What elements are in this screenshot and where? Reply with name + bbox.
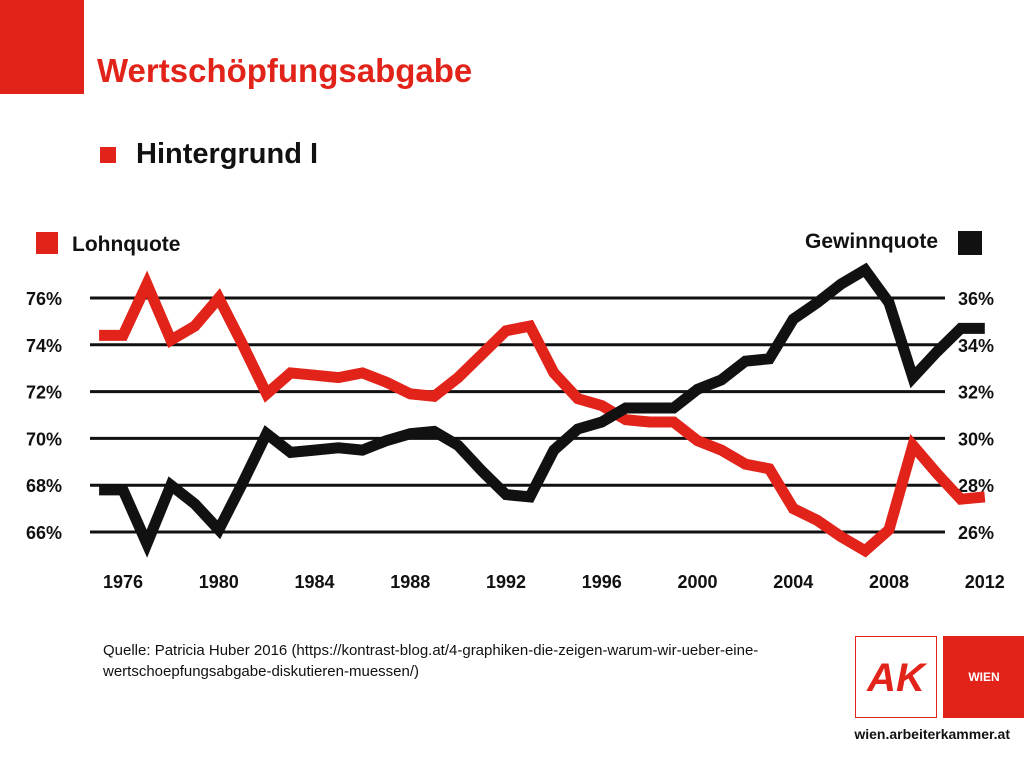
right-axis-tick-label: 34% xyxy=(958,336,994,356)
right-axis-tick-label: 26% xyxy=(958,523,994,543)
legend-lohnquote-label: Lohnquote xyxy=(72,233,180,256)
x-axis-tick-label: 1976 xyxy=(103,572,143,592)
slide-subtitle: Hintergrund I xyxy=(136,138,319,170)
bullet-square-icon xyxy=(100,146,116,163)
series-line-gewinnquote xyxy=(99,262,985,558)
subtitle-row: Hintergrund I xyxy=(100,138,318,171)
x-axis-tick-label: 2004 xyxy=(773,572,813,592)
series-line-lohnquote xyxy=(99,270,986,558)
left-axis-tick-label: 74% xyxy=(26,336,62,356)
x-axis-tick-label: 2008 xyxy=(869,572,909,592)
right-axis-tick-label: 28% xyxy=(958,476,994,496)
right-axis-tick-label: 32% xyxy=(958,383,994,403)
ak-logo-icon: AK xyxy=(866,657,928,697)
corner-accent-block xyxy=(0,0,84,94)
x-axis-tick-label: 2012 xyxy=(965,572,1005,592)
source-citation: Quelle: Patricia Huber 2016 (https://kon… xyxy=(103,642,759,680)
legend-gewinnquote-swatch xyxy=(958,231,982,255)
ak-logo-box: AK xyxy=(855,636,937,718)
x-axis-tick-label: 1984 xyxy=(294,572,334,592)
x-axis-tick-label: 1980 xyxy=(199,572,239,592)
x-axis-tick-label: 2000 xyxy=(677,572,717,592)
left-axis-tick-label: 72% xyxy=(26,383,62,403)
right-axis-tick-label: 30% xyxy=(958,429,994,449)
right-axis-tick-label: 36% xyxy=(958,289,994,309)
legend-gewinnquote-label: Gewinnquote xyxy=(805,230,938,253)
ak-wien-logo: AK WIEN xyxy=(855,636,1024,718)
x-axis-tick-label: 1992 xyxy=(486,572,526,592)
wage-profit-share-chart: Lohnquote Gewinnquote 66% 68% 70% 72% 74% 76%… xyxy=(26,230,1005,592)
left-axis-tick-label: 76% xyxy=(26,289,62,309)
x-axis-tick-label: 1988 xyxy=(390,572,430,592)
left-axis-tick-label: 68% xyxy=(26,476,62,496)
wien-logo-text: WIEN xyxy=(968,670,1000,684)
footer-url: wien.arbeiterkammer.at xyxy=(854,726,1010,742)
slide-title: Wertschöpfungsabgabe xyxy=(97,52,473,89)
wien-logo-box: WIEN xyxy=(943,636,1024,718)
left-axis-tick-label: 66% xyxy=(26,523,62,543)
left-axis-tick-label: 70% xyxy=(26,429,62,449)
ak-logo-text: AK xyxy=(866,657,928,697)
legend-lohnquote-swatch xyxy=(36,232,58,254)
x-axis-tick-label: 1996 xyxy=(582,572,622,592)
